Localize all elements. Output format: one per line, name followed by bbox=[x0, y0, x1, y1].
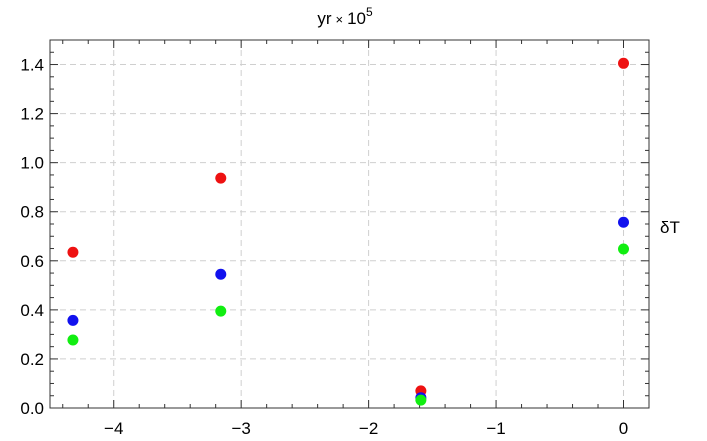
data-point-series-1 bbox=[215, 172, 227, 184]
data-point-series-3 bbox=[67, 334, 79, 346]
y-tick-label: 0.6 bbox=[20, 252, 44, 271]
top-axis-label-base: yr bbox=[317, 9, 332, 28]
y-tick-label: 1.4 bbox=[20, 56, 44, 75]
top-axis-label-times: × bbox=[335, 12, 343, 27]
plot-frame bbox=[49, 39, 650, 409]
x-tick-label: −3 bbox=[231, 419, 250, 438]
data-point-series-3 bbox=[618, 243, 630, 255]
x-tick-label: 0 bbox=[619, 419, 628, 438]
top-axis-label-mantissa: 10 bbox=[347, 9, 366, 28]
y-tick-label: 1.0 bbox=[20, 154, 44, 173]
x-tick-label: −2 bbox=[359, 419, 378, 438]
data-point-series-1 bbox=[67, 246, 79, 258]
top-axis-label-exponent: 5 bbox=[366, 5, 373, 19]
y-tick-label: 0.8 bbox=[20, 203, 44, 222]
y-tick-label: 0.0 bbox=[20, 399, 44, 418]
y-tick-label: 1.2 bbox=[20, 105, 44, 124]
data-point-series-2 bbox=[618, 216, 630, 228]
data-point-series-2 bbox=[215, 268, 227, 280]
data-point-series-1 bbox=[618, 57, 630, 69]
x-tick-label: −1 bbox=[486, 419, 505, 438]
data-point-series-3 bbox=[415, 394, 427, 406]
y-tick-label: 0.4 bbox=[20, 301, 44, 320]
x-tick-label: −4 bbox=[104, 419, 123, 438]
top-axis-label: yr × 105 bbox=[317, 5, 373, 28]
data-point-series-3 bbox=[215, 305, 227, 317]
y-axis-label: δT bbox=[660, 218, 680, 237]
data-points bbox=[67, 57, 630, 406]
y-tick-label: 0.2 bbox=[20, 350, 44, 369]
data-point-series-2 bbox=[67, 314, 79, 326]
axis-ticks: −4 −3 −2 −1 0 0.0 0.2 0.4 0.6 0.8 1.0 1.2 1.4 bbox=[20, 40, 649, 438]
grid-lines bbox=[50, 40, 649, 408]
